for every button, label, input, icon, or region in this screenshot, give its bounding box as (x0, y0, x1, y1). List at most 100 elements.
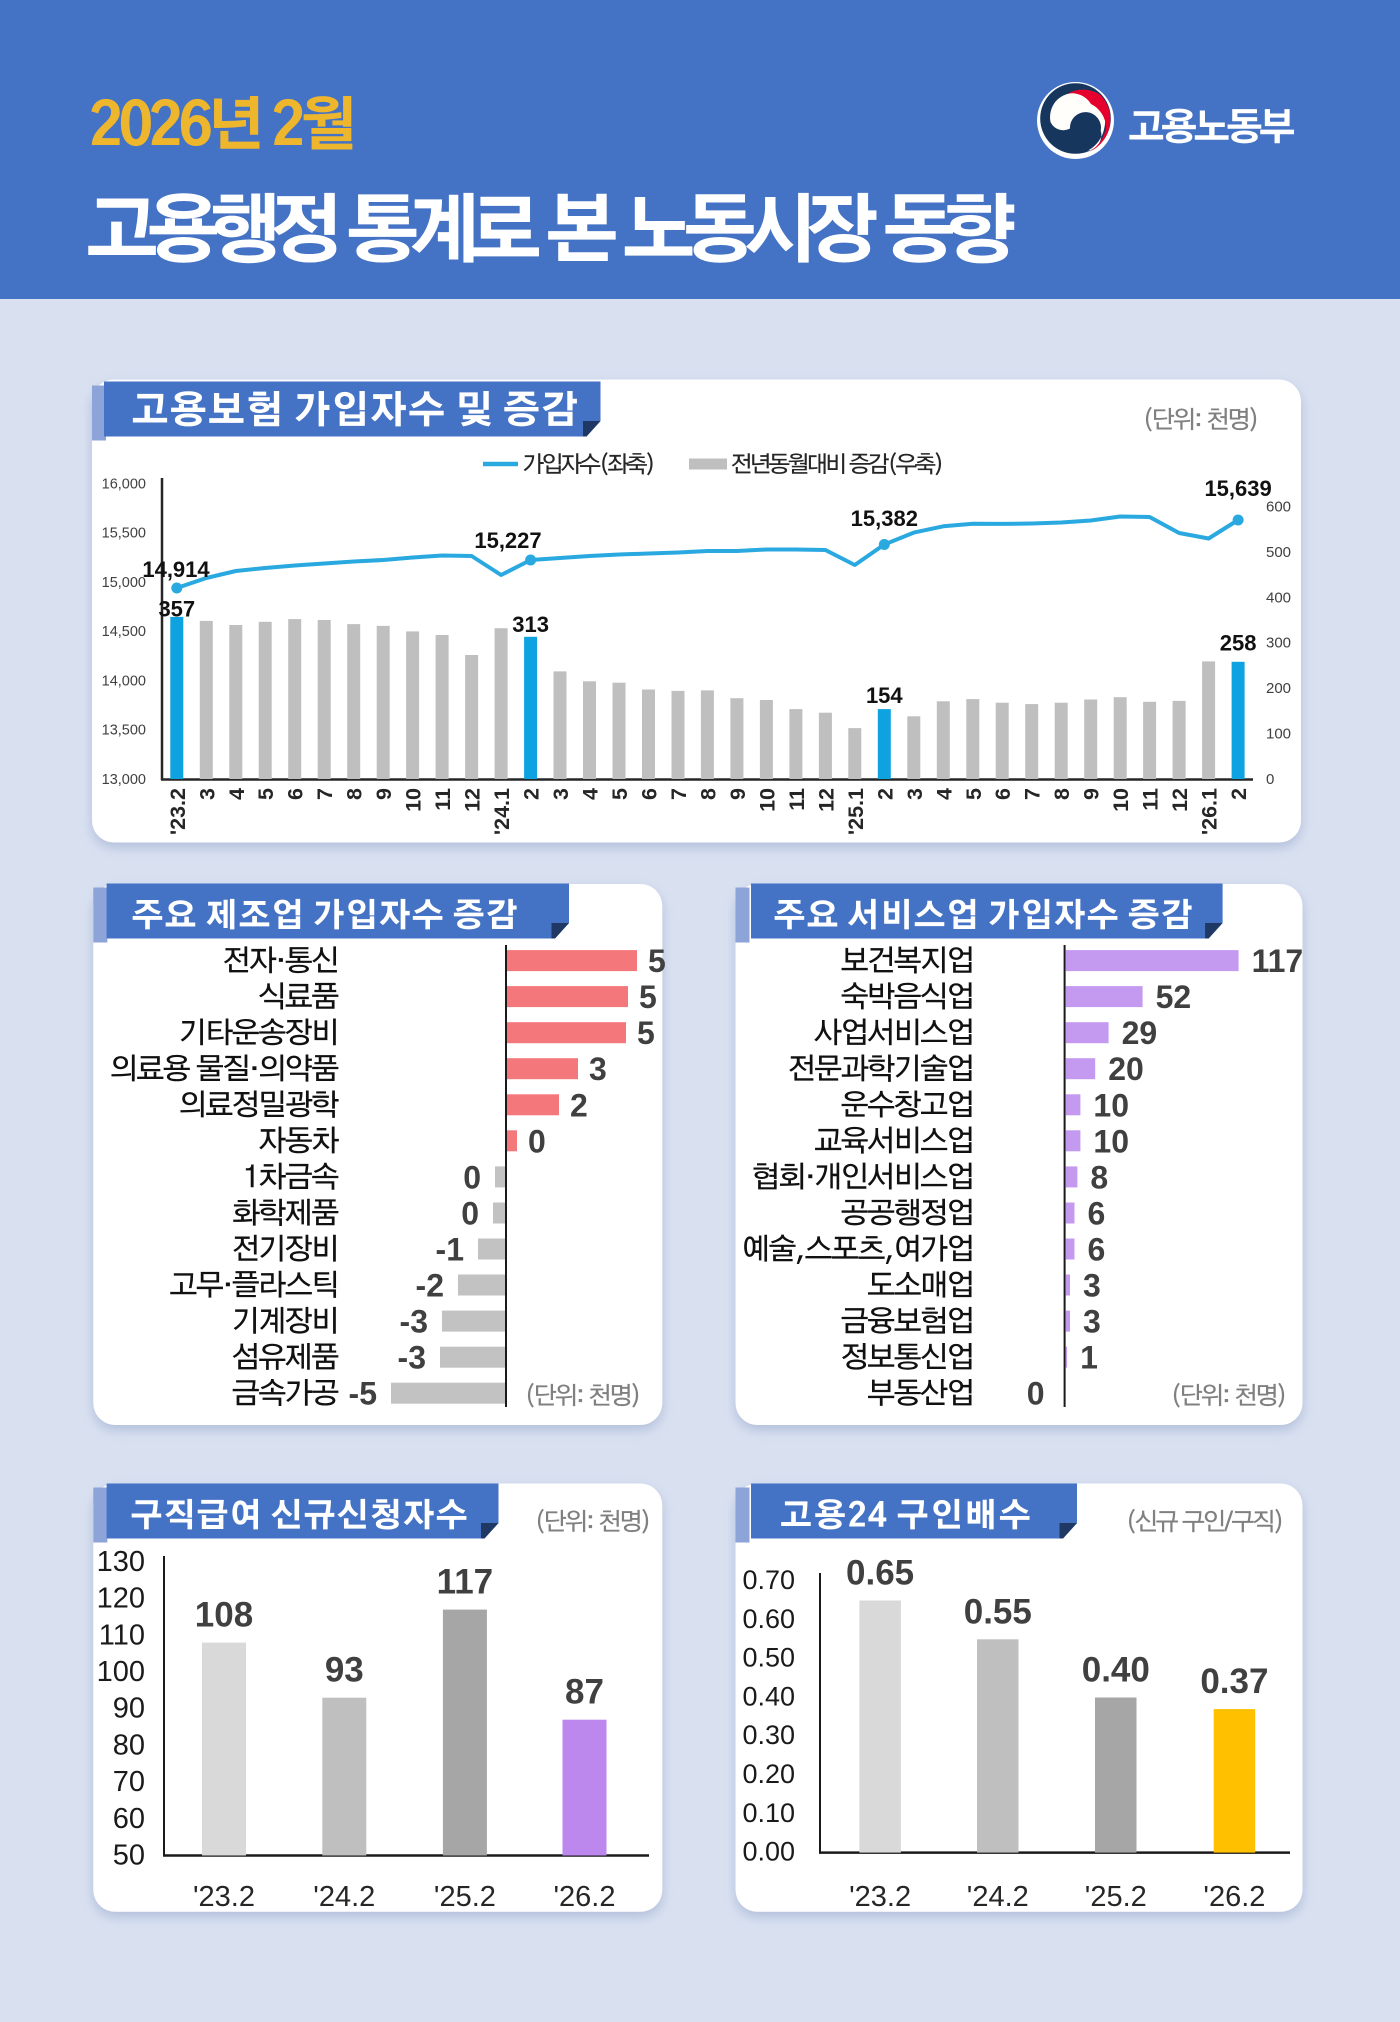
svg-text:3: 3 (1083, 1304, 1101, 1340)
svg-text:1: 1 (1080, 1340, 1098, 1376)
svg-text:5: 5 (608, 788, 632, 800)
svg-text:3: 3 (195, 788, 219, 800)
svg-text:10: 10 (1093, 1123, 1129, 1159)
svg-text:5: 5 (962, 788, 986, 800)
svg-text:6: 6 (1088, 1196, 1106, 1232)
svg-text:0: 0 (463, 1159, 481, 1195)
svg-text:8: 8 (696, 788, 720, 800)
svg-text:2: 2 (570, 1087, 588, 1123)
svg-text:3: 3 (589, 1051, 607, 1087)
svg-text:100: 100 (97, 1656, 145, 1688)
svg-text:10: 10 (1109, 788, 1133, 812)
svg-text:12: 12 (461, 788, 485, 812)
svg-text:7: 7 (667, 788, 691, 800)
svg-text:0.70: 0.70 (742, 1565, 795, 1595)
svg-text:16,000: 16,000 (102, 476, 146, 492)
svg-text:15,000: 15,000 (102, 575, 146, 591)
svg-text:15,227: 15,227 (474, 528, 541, 553)
svg-text:'24.2: '24.2 (967, 1881, 1029, 1913)
svg-text:5: 5 (637, 1015, 655, 1051)
svg-text:5: 5 (639, 979, 657, 1015)
svg-text:15,500: 15,500 (102, 526, 146, 542)
svg-text:'24.1: '24.1 (490, 788, 514, 835)
svg-text:6: 6 (284, 788, 308, 800)
svg-text:'25.2: '25.2 (434, 1881, 496, 1913)
svg-text:8: 8 (1090, 1159, 1108, 1195)
svg-text:6: 6 (638, 788, 662, 800)
svg-text:-3: -3 (398, 1340, 426, 1376)
svg-text:11: 11 (785, 788, 809, 811)
svg-text:70: 70 (113, 1766, 145, 1798)
svg-text:2: 2 (873, 788, 897, 800)
svg-text:6: 6 (1088, 1232, 1106, 1268)
svg-text:4: 4 (225, 788, 249, 800)
svg-text:154: 154 (866, 683, 903, 708)
svg-text:15,382: 15,382 (851, 506, 918, 531)
svg-text:0.30: 0.30 (742, 1720, 795, 1750)
svg-text:7: 7 (1021, 788, 1045, 800)
svg-text:2: 2 (1227, 788, 1251, 800)
svg-text:10: 10 (402, 788, 426, 812)
svg-text:0.60: 0.60 (742, 1604, 795, 1634)
svg-text:'25.1: '25.1 (844, 788, 868, 835)
svg-text:0.00: 0.00 (742, 1837, 795, 1867)
svg-text:0.10: 0.10 (742, 1798, 795, 1828)
svg-text:11: 11 (1139, 788, 1163, 811)
svg-text:0.40: 0.40 (1082, 1651, 1150, 1690)
svg-text:'23.2: '23.2 (849, 1881, 911, 1913)
svg-text:90: 90 (113, 1693, 145, 1725)
svg-text:117: 117 (1252, 943, 1304, 979)
svg-text:0: 0 (1027, 1376, 1045, 1412)
svg-text:14,914: 14,914 (142, 557, 210, 582)
svg-text:15,639: 15,639 (1204, 476, 1271, 501)
svg-text:'25.2: '25.2 (1085, 1881, 1147, 1913)
svg-text:258: 258 (1220, 631, 1257, 656)
svg-text:5: 5 (648, 943, 666, 979)
svg-text:29: 29 (1122, 1015, 1158, 1051)
svg-text:0.20: 0.20 (742, 1759, 795, 1789)
svg-text:93: 93 (325, 1651, 364, 1690)
svg-text:108: 108 (195, 1596, 253, 1635)
svg-text:6: 6 (991, 788, 1015, 800)
svg-text:'26.2: '26.2 (1203, 1881, 1265, 1913)
svg-text:3: 3 (903, 788, 927, 800)
svg-text:400: 400 (1266, 589, 1291, 606)
svg-text:130: 130 (97, 1546, 145, 1578)
svg-text:'26.1: '26.1 (1198, 788, 1222, 835)
svg-text:0: 0 (1266, 771, 1274, 788)
svg-text:0.37: 0.37 (1200, 1662, 1268, 1701)
svg-text:0.55: 0.55 (964, 1592, 1032, 1631)
svg-text:0: 0 (528, 1123, 546, 1159)
svg-text:4: 4 (932, 788, 956, 800)
svg-text:5: 5 (254, 788, 278, 800)
svg-text:8: 8 (343, 788, 367, 800)
svg-text:200: 200 (1266, 680, 1291, 697)
svg-text:13,500: 13,500 (102, 723, 146, 739)
svg-text:-5: -5 (349, 1376, 377, 1412)
svg-text:100: 100 (1266, 726, 1291, 743)
svg-text:500: 500 (1266, 544, 1291, 561)
svg-text:3: 3 (1083, 1268, 1101, 1304)
svg-text:'26.2: '26.2 (554, 1881, 616, 1913)
svg-text:4: 4 (579, 788, 603, 800)
svg-text:20: 20 (1108, 1051, 1144, 1087)
svg-text:87: 87 (565, 1673, 604, 1712)
svg-text:13,000: 13,000 (102, 772, 146, 788)
svg-text:-1: -1 (436, 1232, 464, 1268)
svg-text:2: 2 (520, 788, 544, 800)
svg-text:9: 9 (372, 788, 396, 800)
svg-text:'23.2: '23.2 (166, 788, 190, 835)
svg-text:'24.2: '24.2 (313, 1881, 375, 1913)
svg-text:60: 60 (113, 1803, 145, 1835)
svg-text:357: 357 (158, 597, 195, 622)
svg-text:80: 80 (113, 1729, 145, 1761)
svg-text:10: 10 (755, 788, 779, 812)
svg-text:12: 12 (1168, 788, 1192, 812)
svg-text:50: 50 (113, 1840, 145, 1872)
svg-text:9: 9 (726, 788, 750, 800)
svg-text:8: 8 (1050, 788, 1074, 800)
svg-text:14,500: 14,500 (102, 624, 146, 640)
svg-text:14,000: 14,000 (102, 673, 146, 689)
svg-text:10: 10 (1093, 1087, 1129, 1123)
svg-text:-3: -3 (400, 1304, 428, 1340)
